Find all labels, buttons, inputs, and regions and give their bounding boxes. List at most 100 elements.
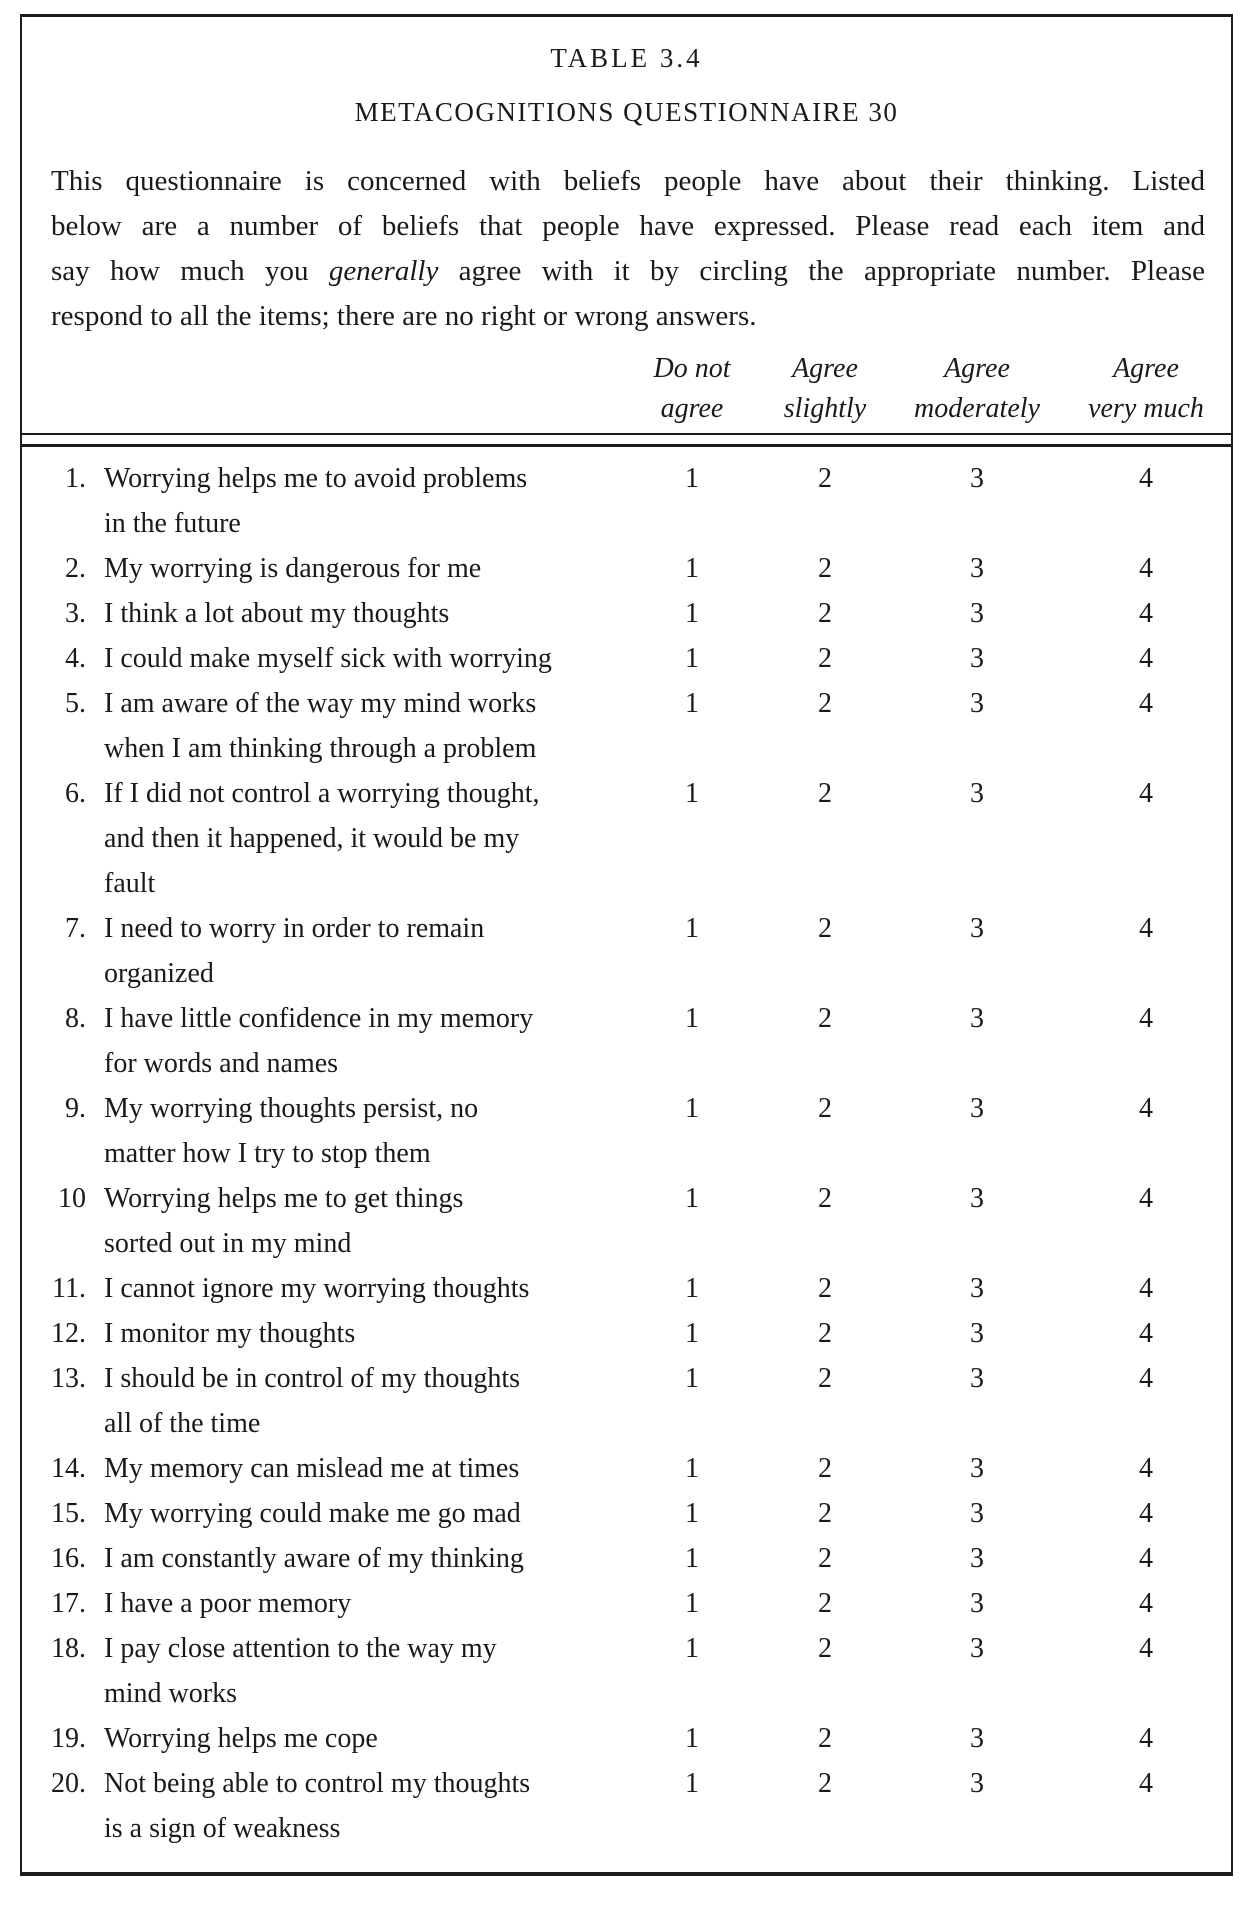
rating-2: 2 <box>818 643 832 674</box>
rating-4: 4 <box>1139 1768 1153 1799</box>
item-number: 14. <box>51 1453 86 1484</box>
item-text: Not being able to control my thoughts is … <box>86 1761 626 1851</box>
intro-line-4: respond to all the items; there are no r… <box>51 300 757 332</box>
item-number: 4. <box>65 643 86 674</box>
item-number: 13. <box>51 1363 86 1394</box>
rating-1: 1 <box>685 1723 699 1754</box>
rating-2: 2 <box>818 1633 832 1664</box>
intro-line-3-after: agree with it by circling the appropriat… <box>438 255 1206 287</box>
item-number: 1. <box>65 463 86 494</box>
item-text-line: Worrying helps me to avoid problems <box>104 463 528 494</box>
rating-2: 2 <box>818 1723 832 1754</box>
questionnaire-item: 5. I am aware of the way my mind works wh… <box>22 681 1231 771</box>
rating-3: 3 <box>970 1453 984 1484</box>
rating-1: 1 <box>685 1453 699 1484</box>
item-text: My worrying is dangerous for me <box>86 546 626 591</box>
rating-4: 4 <box>1139 1633 1153 1664</box>
rating-4: 4 <box>1139 1273 1153 1304</box>
rating-3: 3 <box>970 1498 984 1529</box>
item-number: 19. <box>51 1723 86 1754</box>
rating-2: 2 <box>818 1273 832 1304</box>
intro-line-1: This questionnaire is concerned with bel… <box>51 165 1205 197</box>
questionnaire-item: 9. My worrying thoughts persist, no matte… <box>22 1086 1231 1176</box>
rating-1: 1 <box>685 1498 699 1529</box>
rating-3: 3 <box>970 778 984 809</box>
intro-paragraph: This questionnaire is concerned with bel… <box>51 159 1205 339</box>
rating-4: 4 <box>1139 463 1153 494</box>
questionnaire-item: 7. I need to worry in order to remain org… <box>22 906 1231 996</box>
rating-4: 4 <box>1139 643 1153 674</box>
rating-2: 2 <box>818 1453 832 1484</box>
item-text: If I did not control a worrying thought,… <box>86 771 626 906</box>
questionnaire-item: 20. Not being able to control my thought… <box>22 1761 1231 1851</box>
item-number: 17. <box>51 1588 86 1619</box>
item-text: I have a poor memory <box>86 1581 626 1626</box>
rating-3: 3 <box>970 553 984 584</box>
item-number: 12. <box>51 1318 86 1349</box>
item-text-line: If I did not control a worrying thought, <box>104 778 540 809</box>
rating-1: 1 <box>685 1543 699 1574</box>
item-text: Worrying helps me cope <box>86 1716 626 1761</box>
column-header-agree-slightly: Agree slightly <box>783 353 867 424</box>
item-text-line: is a sign of weakness <box>104 1813 341 1844</box>
rating-2: 2 <box>818 1498 832 1529</box>
item-text-line: I am constantly aware of my thinking <box>104 1543 524 1574</box>
item-text: I monitor my thoughts <box>86 1311 626 1356</box>
item-text-line: in the future <box>104 508 241 539</box>
rating-4: 4 <box>1139 1093 1153 1124</box>
rating-3: 3 <box>970 1768 984 1799</box>
rating-4: 4 <box>1139 553 1153 584</box>
item-text-line: when I am thinking through a problem <box>104 733 537 764</box>
item-number: 7. <box>65 913 86 944</box>
rating-3: 3 <box>970 1363 984 1394</box>
item-text: I have little confidence in my memory for… <box>86 996 626 1086</box>
item-number: 15. <box>51 1498 86 1529</box>
rating-1: 1 <box>685 1633 699 1664</box>
item-text-line: sorted out in my mind <box>104 1228 352 1259</box>
item-text: My worrying could make me go mad <box>86 1491 626 1536</box>
rating-2: 2 <box>818 1318 832 1349</box>
rating-4: 4 <box>1139 688 1153 719</box>
questionnaire-item: 12. I monitor my thoughts 1 2 3 4 <box>22 1311 1231 1356</box>
item-text-line: for words and names <box>104 1048 339 1079</box>
rating-2: 2 <box>818 1003 832 1034</box>
item-text: I should be in control of my thoughts all… <box>86 1356 626 1446</box>
rating-4: 4 <box>1139 1363 1153 1394</box>
rating-2: 2 <box>818 553 832 584</box>
item-text: I think a lot about my thoughts <box>86 591 626 636</box>
rating-3: 3 <box>970 1003 984 1034</box>
rating-4: 4 <box>1139 778 1153 809</box>
intro-line-3-before: say how much you <box>51 255 329 287</box>
rating-1: 1 <box>685 913 699 944</box>
rating-3: 3 <box>970 1723 984 1754</box>
rating-1: 1 <box>685 1093 699 1124</box>
column-headers: Do not agree Agree slightly Agree modera… <box>22 349 1231 433</box>
item-text-line: Worrying helps me to get things <box>104 1183 464 1214</box>
rating-4: 4 <box>1139 1318 1153 1349</box>
rating-1: 1 <box>685 778 699 809</box>
items-list: 1. Worrying helps me to avoid problems in… <box>22 447 1231 1851</box>
questionnaire-item: 6. If I did not control a worrying thoug… <box>22 771 1231 906</box>
questionnaire-item: 19. Worrying helps me cope 1 2 3 4 <box>22 1716 1231 1761</box>
item-number: 8. <box>65 1003 86 1034</box>
item-text-line: organized <box>104 958 214 989</box>
rating-2: 2 <box>818 778 832 809</box>
rating-2: 2 <box>818 1543 832 1574</box>
rating-3: 3 <box>970 688 984 719</box>
item-text-line: My worrying is dangerous for me <box>104 553 482 584</box>
item-number: 18. <box>51 1633 86 1664</box>
rating-4: 4 <box>1139 1723 1153 1754</box>
column-header-agree-moderately: Agree moderately <box>914 353 1040 424</box>
header-divider-rule <box>22 433 1231 447</box>
rating-3: 3 <box>970 598 984 629</box>
item-number: 9. <box>65 1093 86 1124</box>
rating-3: 3 <box>970 1633 984 1664</box>
item-text-line: Not being able to control my thoughts <box>104 1768 531 1799</box>
questionnaire-item: 1. Worrying helps me to avoid problems in… <box>22 456 1231 546</box>
rating-3: 3 <box>970 643 984 674</box>
item-text: I need to worry in order to remain organi… <box>86 906 626 996</box>
item-text: I pay close attention to the way my mind … <box>86 1626 626 1716</box>
item-text-line: I need to worry in order to remain <box>104 913 485 944</box>
item-text: I could make myself sick with worrying <box>86 636 626 681</box>
rating-1: 1 <box>685 643 699 674</box>
